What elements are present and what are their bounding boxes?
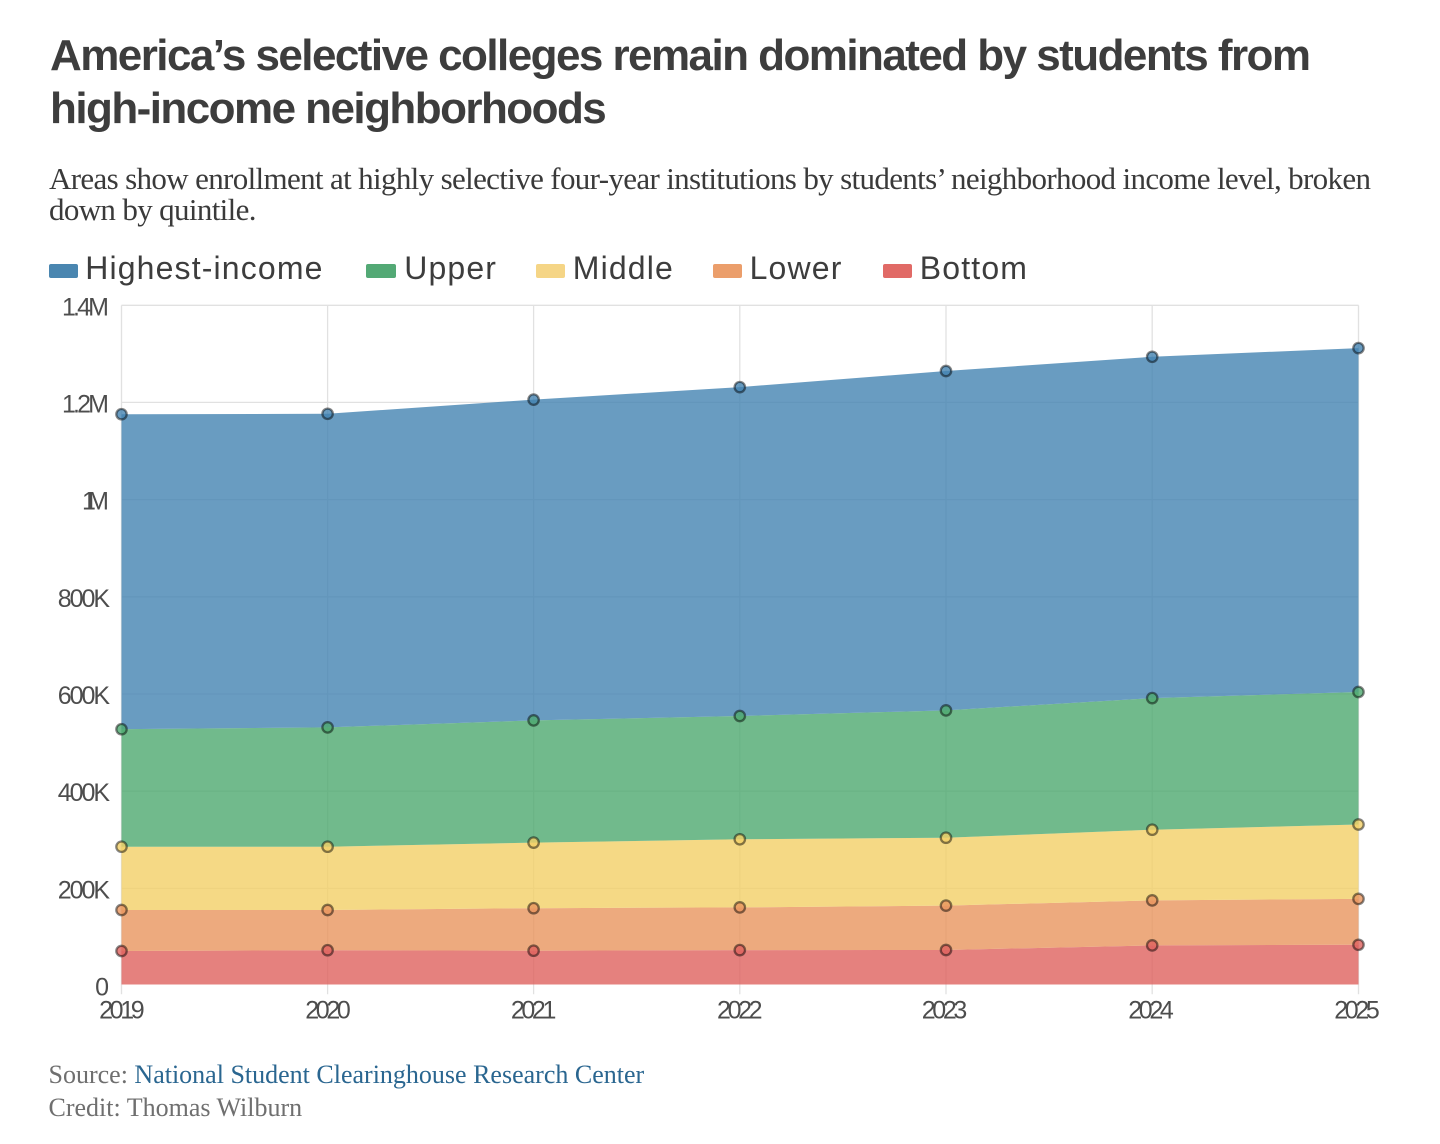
- svg-text:1M: 1M: [82, 488, 109, 516]
- svg-text:2021: 2021: [511, 997, 557, 1025]
- svg-text:800K: 800K: [58, 585, 111, 613]
- svg-text:2024: 2024: [1128, 997, 1174, 1025]
- svg-text:1.4M: 1.4M: [62, 293, 109, 321]
- svg-text:2022: 2022: [717, 997, 763, 1025]
- svg-text:200K: 200K: [58, 876, 111, 904]
- svg-text:2025: 2025: [1334, 997, 1380, 1025]
- svg-text:1.2M: 1.2M: [62, 390, 109, 418]
- svg-text:2019: 2019: [99, 997, 144, 1025]
- svg-text:2020: 2020: [305, 997, 351, 1025]
- svg-text:400K: 400K: [58, 779, 111, 807]
- svg-text:2023: 2023: [922, 997, 968, 1025]
- svg-text:0: 0: [95, 974, 109, 1002]
- svg-text:600K: 600K: [58, 682, 111, 710]
